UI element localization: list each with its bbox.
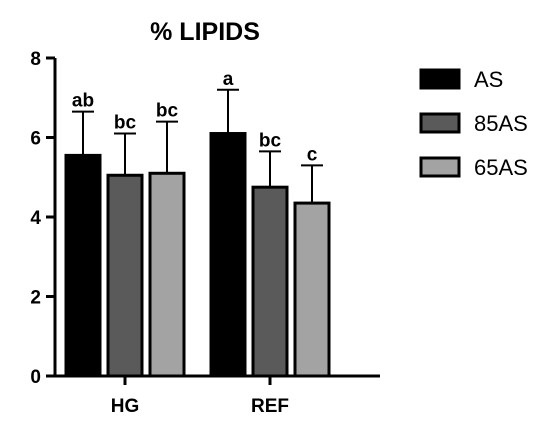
- significance-label: ab: [72, 91, 94, 112]
- bar: [64, 153, 102, 378]
- significance-label: bc: [114, 113, 137, 134]
- bar: [209, 132, 247, 378]
- x-category-label: REF: [251, 396, 289, 417]
- legend-swatch: [419, 112, 461, 134]
- legend-swatch: [419, 68, 461, 90]
- y-tick-label: 8: [30, 49, 41, 70]
- y-tick-label: 0: [30, 367, 41, 388]
- legend-label: 85AS: [474, 111, 528, 136]
- y-tick-label: 6: [30, 129, 41, 150]
- bar: [251, 185, 289, 378]
- chart-title: % LIPIDS: [150, 18, 260, 46]
- y-tick-label: 4: [30, 208, 41, 229]
- significance-label: c: [307, 144, 318, 165]
- significance-label: bc: [156, 101, 179, 122]
- legend: AS 85AS 65AS: [419, 67, 528, 180]
- legend-label: AS: [474, 67, 503, 92]
- legend-swatch: [419, 156, 461, 178]
- bar: [148, 171, 186, 378]
- bar: [293, 201, 331, 378]
- significance-label: a: [223, 69, 234, 90]
- x-category-label: HG: [111, 396, 140, 417]
- bar: [106, 173, 144, 378]
- significance-label: bc: [259, 130, 282, 151]
- y-tick-label: 2: [30, 288, 41, 309]
- legend-label: 65AS: [474, 155, 528, 180]
